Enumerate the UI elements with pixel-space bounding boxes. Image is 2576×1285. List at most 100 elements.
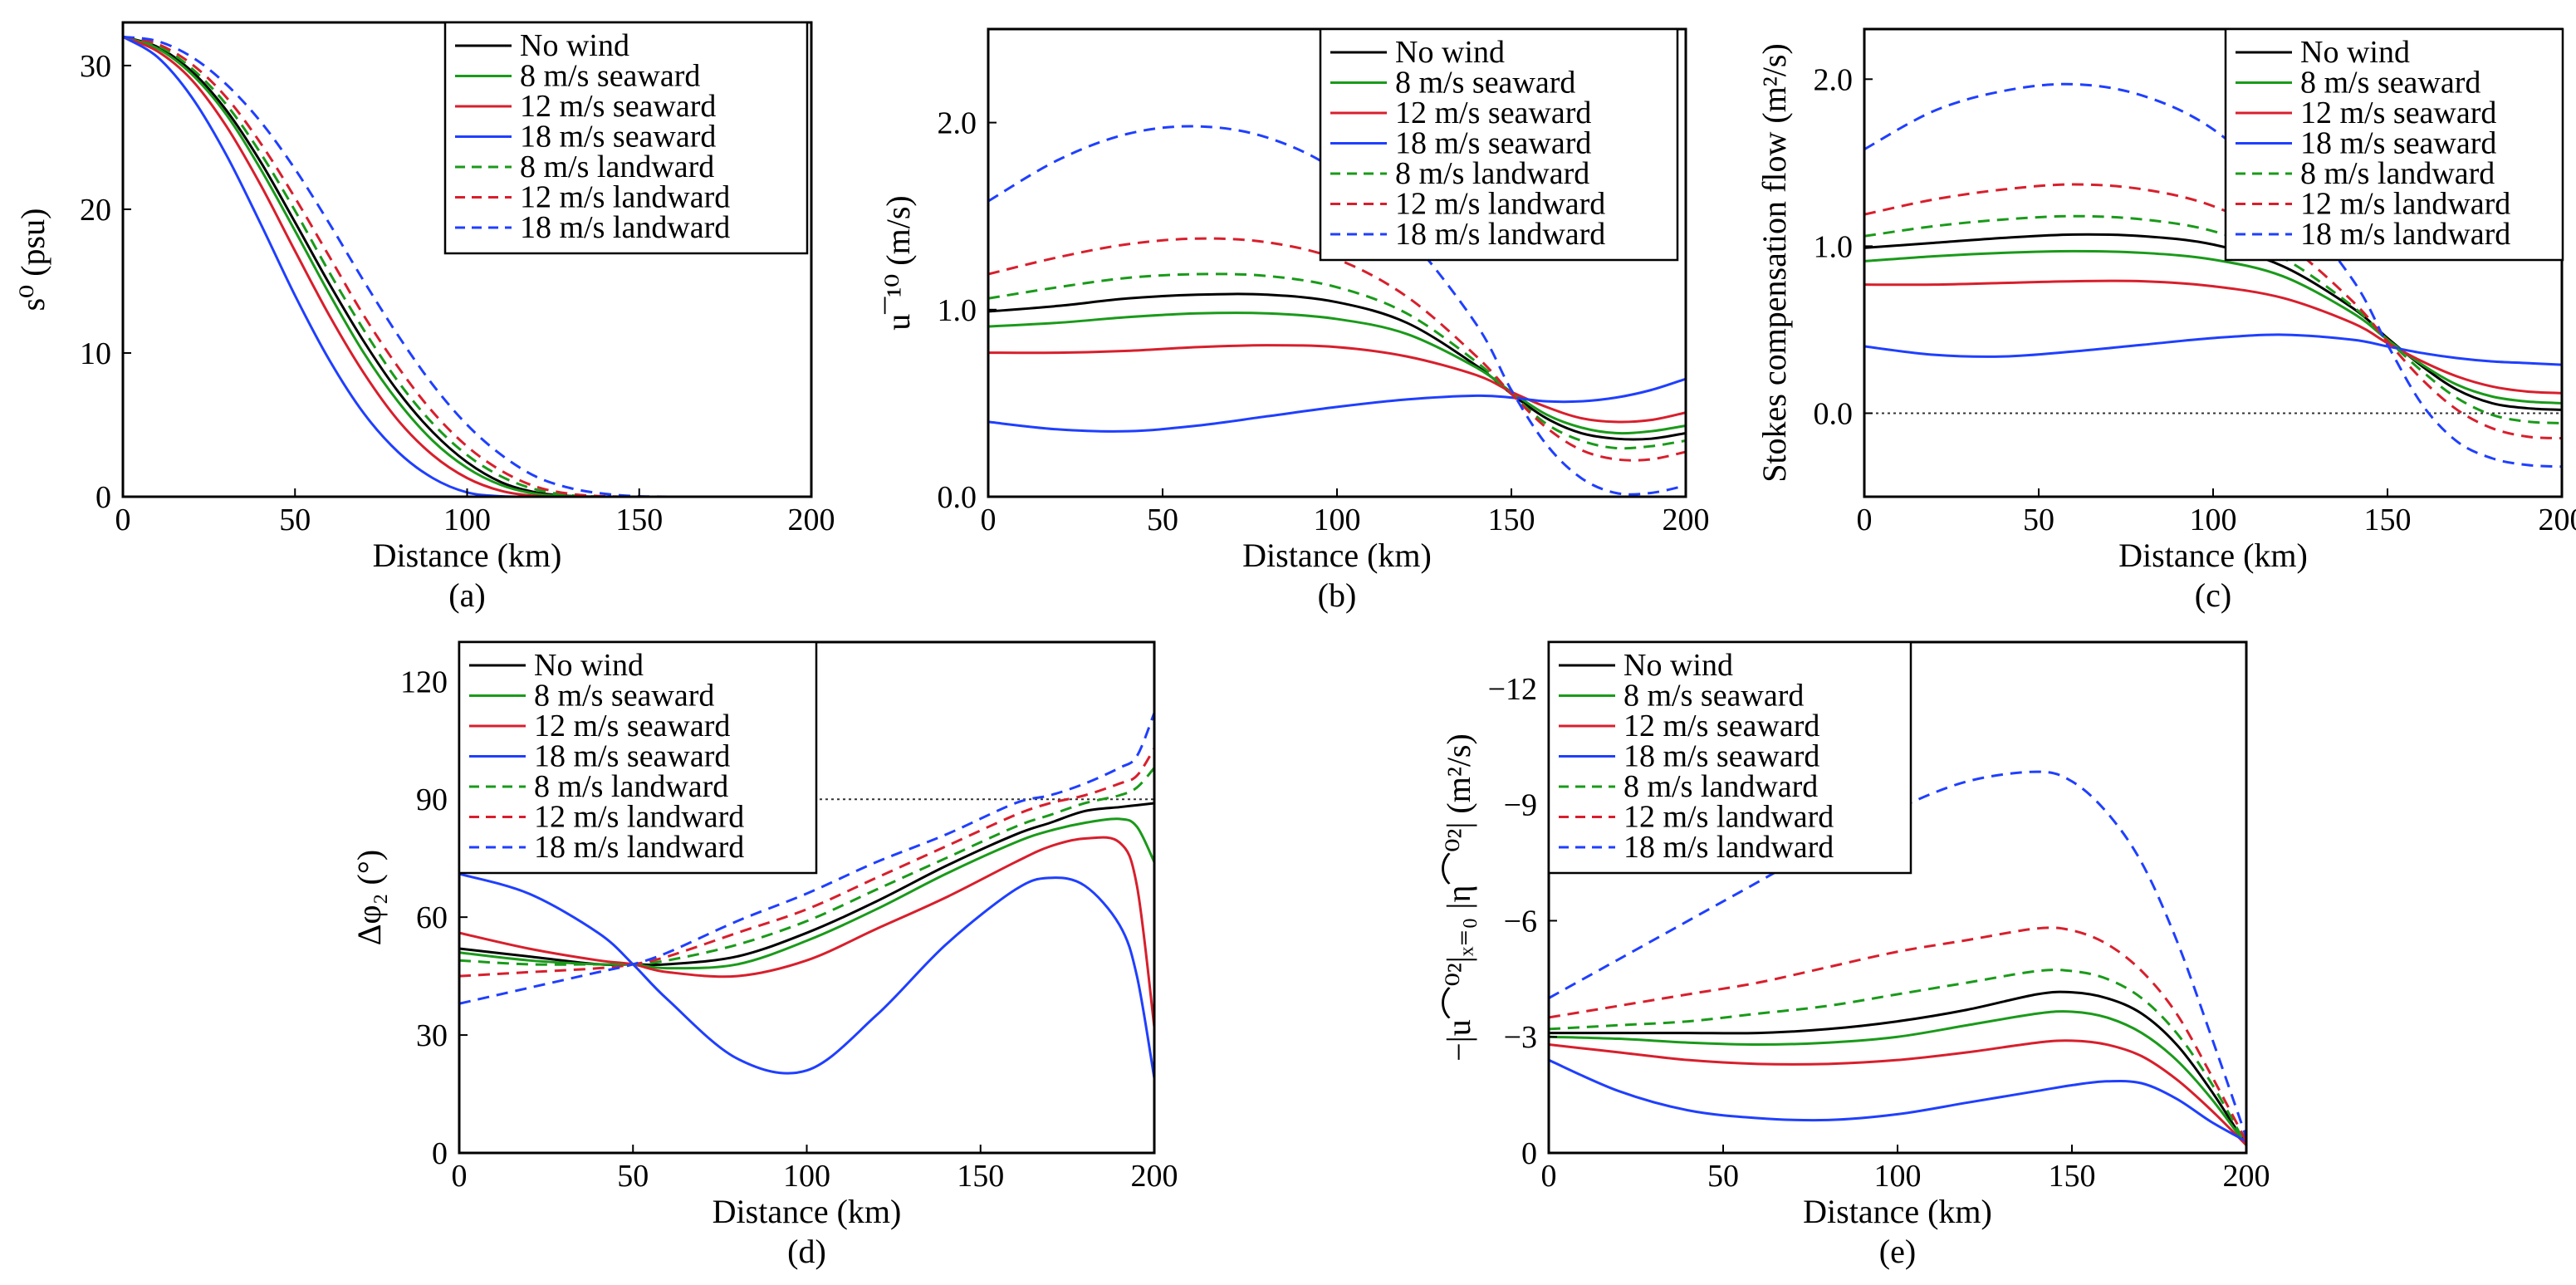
y-tick-label: 0.0 — [1814, 396, 1854, 431]
x-tick-label: 100 — [1314, 503, 1361, 537]
series-line — [1549, 990, 2246, 1146]
legend-label: 12 m/s seaward — [1623, 709, 1819, 743]
y-tick-label: 90 — [416, 782, 448, 817]
x-axis-label: Distance (km) — [2118, 537, 2308, 574]
y-tick-label: 10 — [80, 336, 111, 371]
legend-label: 12 m/s landward — [1395, 187, 1605, 222]
legend-label: 18 m/s landward — [1395, 217, 1605, 252]
legend-label: 8 m/s landward — [1395, 156, 1589, 191]
series-line — [459, 747, 1154, 978]
y-tick-label: −6 — [1504, 904, 1537, 939]
legend-label: 12 m/s landward — [2300, 187, 2510, 222]
y-tick-label: 0.0 — [938, 480, 977, 515]
y-axis-label: s⁰ (psu) — [14, 208, 51, 311]
legend-label: 8 m/s seaward — [534, 679, 714, 714]
series-line — [1549, 969, 2246, 1146]
y-axis-label: Stokes compensation flow (m²/s) — [1756, 43, 1793, 483]
x-tick-label: 0 — [452, 1159, 468, 1194]
series-line — [1864, 249, 2562, 405]
series-line — [1549, 926, 2246, 1142]
legend-label: 8 m/s landward — [1623, 769, 1818, 804]
panel-label: (d) — [787, 1233, 826, 1270]
legend-label: 8 m/s seaward — [1623, 679, 1804, 714]
legend-label: 12 m/s seaward — [1395, 96, 1591, 130]
legend-label: No wind — [534, 648, 644, 683]
x-tick-label: 150 — [615, 503, 663, 537]
panel-label: (e) — [1879, 1233, 1916, 1270]
x-tick-label: 50 — [1707, 1159, 1739, 1194]
x-tick-label: 200 — [2539, 503, 2576, 537]
x-tick-label: 200 — [1663, 503, 1710, 537]
y-tick-label: 20 — [80, 193, 111, 228]
chart-panel-1: 0 50 100 150 200 0 10 20 30 Distance (km)(a) s⁰ (p… — [14, 21, 835, 614]
series-line — [459, 712, 1154, 1005]
x-tick-label: 150 — [2049, 1159, 2096, 1194]
x-tick-label: 0 — [1857, 503, 1873, 537]
legend-label: 18 m/s seaward — [520, 120, 716, 154]
panel-label: (c) — [2195, 576, 2231, 614]
x-tick-label: 100 — [2190, 503, 2237, 537]
y-tick-label: 120 — [400, 665, 448, 699]
x-tick-label: 200 — [2223, 1159, 2270, 1194]
chart-panel-2: 0 50 100 150 200 0.0 1.0 2.0 Distance (km)(b) u¯¹… — [879, 27, 1710, 614]
y-tick-label: −12 — [1488, 672, 1537, 707]
legend-label: 8 m/s landward — [534, 769, 728, 804]
legend-label: 12 m/s landward — [534, 800, 744, 835]
series-line — [988, 237, 1686, 462]
series-line — [123, 35, 674, 497]
series-line — [1864, 183, 2562, 440]
legend-label: 18 m/s seaward — [534, 739, 730, 774]
legend-label: No wind — [1623, 648, 1733, 683]
x-tick-label: 0 — [1541, 1159, 1557, 1194]
x-tick-label: 150 — [2364, 503, 2412, 537]
legend-label: 8 m/s landward — [2300, 156, 2495, 191]
x-axis-label: Distance (km) — [373, 537, 562, 574]
y-tick-label: −9 — [1504, 788, 1537, 823]
legend-label: 12 m/s seaward — [534, 709, 730, 743]
x-tick-label: 0 — [981, 503, 997, 537]
series-line — [1864, 279, 2562, 395]
y-tick-label: 30 — [416, 1018, 448, 1053]
x-axis-label: Distance (km) — [1242, 537, 1432, 574]
legend-label: 18 m/s landward — [534, 830, 744, 865]
series-line — [988, 344, 1686, 424]
x-tick-label: 150 — [957, 1159, 1004, 1194]
series-line — [1864, 233, 2562, 411]
legend-label: 18 m/s landward — [1623, 830, 1834, 865]
chart-panel-3: 0 50 100 150 200 0.0 1.0 2.0 Distance (km)(c) Sto… — [1756, 27, 2576, 614]
x-tick-label: 200 — [788, 503, 835, 537]
series-line — [459, 836, 1154, 1028]
series-line — [988, 377, 1686, 433]
series-line — [123, 35, 674, 497]
y-tick-label: 2.0 — [938, 106, 977, 141]
x-tick-label: 50 — [617, 1159, 649, 1194]
legend-label: 8 m/s seaward — [2300, 66, 2481, 101]
x-tick-label: 100 — [1874, 1159, 1922, 1194]
legend-label: 8 m/s seaward — [1395, 66, 1575, 101]
x-axis-label: Distance (km) — [713, 1193, 902, 1230]
legend-label: No wind — [520, 28, 629, 63]
panel-label: (a) — [448, 576, 485, 614]
y-tick-label: 1.0 — [938, 293, 977, 328]
x-tick-label: 50 — [279, 503, 311, 537]
y-axis-label: −|u⌒⁰²|ₓ₌₀ |η⌒⁰²| (m²/s) — [1440, 733, 1477, 1062]
y-tick-label: 30 — [80, 49, 111, 84]
legend-label: 8 m/s seaward — [520, 59, 700, 94]
series-line — [988, 292, 1686, 441]
y-tick-label: 0 — [95, 480, 111, 515]
series-line — [1549, 1039, 2246, 1146]
legend-label: 12 m/s seaward — [520, 89, 716, 124]
x-tick-label: 50 — [1147, 503, 1178, 537]
legend-label: 8 m/s landward — [520, 150, 714, 184]
series-line — [988, 311, 1686, 435]
series-line — [988, 272, 1686, 450]
legend-label: 18 m/s landward — [520, 210, 730, 245]
x-tick-label: 100 — [783, 1159, 830, 1194]
series-line — [1549, 1010, 2246, 1146]
legend-label: No wind — [2300, 35, 2410, 70]
x-tick-label: 0 — [115, 503, 131, 537]
